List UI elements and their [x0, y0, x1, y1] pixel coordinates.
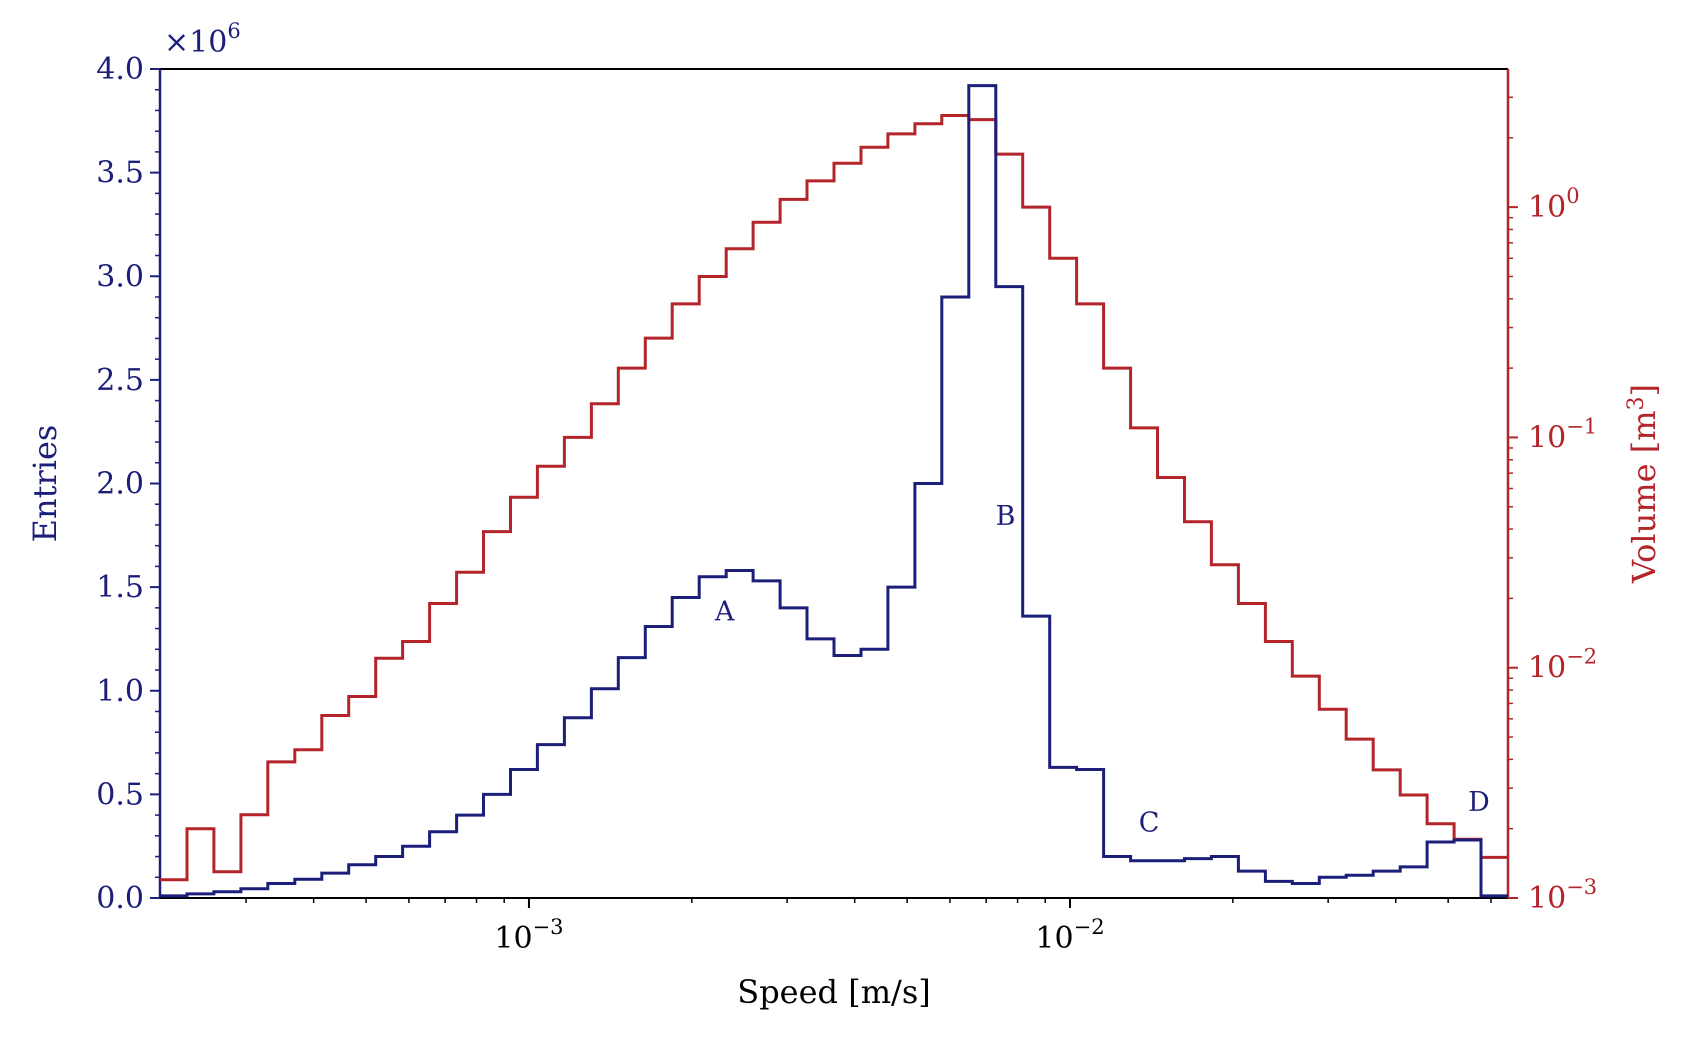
- right-tick-label-exponent: −3: [1566, 875, 1597, 899]
- left-tick-label: 0.5: [96, 777, 144, 812]
- right-tick-label-base: 10: [1528, 881, 1566, 916]
- x-tick-label-exponent: −2: [1074, 915, 1105, 939]
- left-tick-label: 3.0: [96, 259, 144, 294]
- left-tick-label: 4.0: [96, 52, 144, 87]
- x-axis-label: Speed [m/s]: [737, 973, 930, 1011]
- left-tick-label: 2.5: [96, 363, 144, 398]
- peak-annotation-c: C: [1139, 808, 1160, 839]
- left-tick-label: 3.5: [96, 156, 144, 191]
- peak-annotation-b: B: [996, 501, 1016, 532]
- x-tick-label-exponent: −3: [533, 915, 564, 939]
- peak-annotation-d: D: [1468, 787, 1490, 818]
- right-tick-label-base: 10: [1528, 420, 1566, 455]
- right-tick-label: 100: [1528, 184, 1580, 225]
- right-tick-label-exponent: −2: [1566, 645, 1597, 669]
- right-axis-label-sup: 3: [1624, 396, 1649, 410]
- left-tick-label: 0.0: [96, 881, 144, 916]
- series-layer: [160, 84, 1508, 898]
- volume-series-line: [160, 114, 1508, 882]
- left-axis-multiplier-base: ×10: [164, 25, 227, 60]
- left-axis-multiplier-exponent: 6: [227, 19, 240, 43]
- right-axis-label-suffix: ]: [1625, 384, 1663, 396]
- entries-series-line: [160, 84, 1508, 898]
- left-tick-label: 1.0: [96, 674, 144, 709]
- right-tick-label-exponent: 0: [1566, 184, 1579, 208]
- right-tick-label: 10−2: [1528, 645, 1597, 686]
- left-axis-label: Entries: [26, 425, 64, 543]
- axes-layer: [150, 68, 1518, 908]
- right-axis-label-main: Volume [m: [1625, 410, 1663, 584]
- right-tick-label-base: 10: [1528, 190, 1566, 225]
- left-tick-label: 2.0: [96, 467, 144, 502]
- text-layer: 0.00.51.01.52.02.53.03.54.0×10610010−110…: [26, 19, 1663, 1011]
- x-tick-label: 10−2: [1035, 915, 1104, 956]
- right-tick-label-base: 10: [1528, 651, 1566, 686]
- x-tick-label-base: 10: [494, 921, 532, 956]
- left-tick-label: 1.5: [96, 570, 144, 605]
- right-axis-label: Volume [m3]: [1624, 384, 1663, 584]
- left-axis-multiplier: ×106: [164, 19, 241, 60]
- right-tick-label-exponent: −1: [1566, 414, 1597, 438]
- x-tick-label: 10−3: [494, 915, 563, 956]
- peak-annotation-a: A: [714, 596, 735, 627]
- right-tick-label: 10−1: [1528, 414, 1597, 455]
- right-tick-label: 10−3: [1528, 875, 1597, 916]
- x-tick-label-base: 10: [1035, 921, 1073, 956]
